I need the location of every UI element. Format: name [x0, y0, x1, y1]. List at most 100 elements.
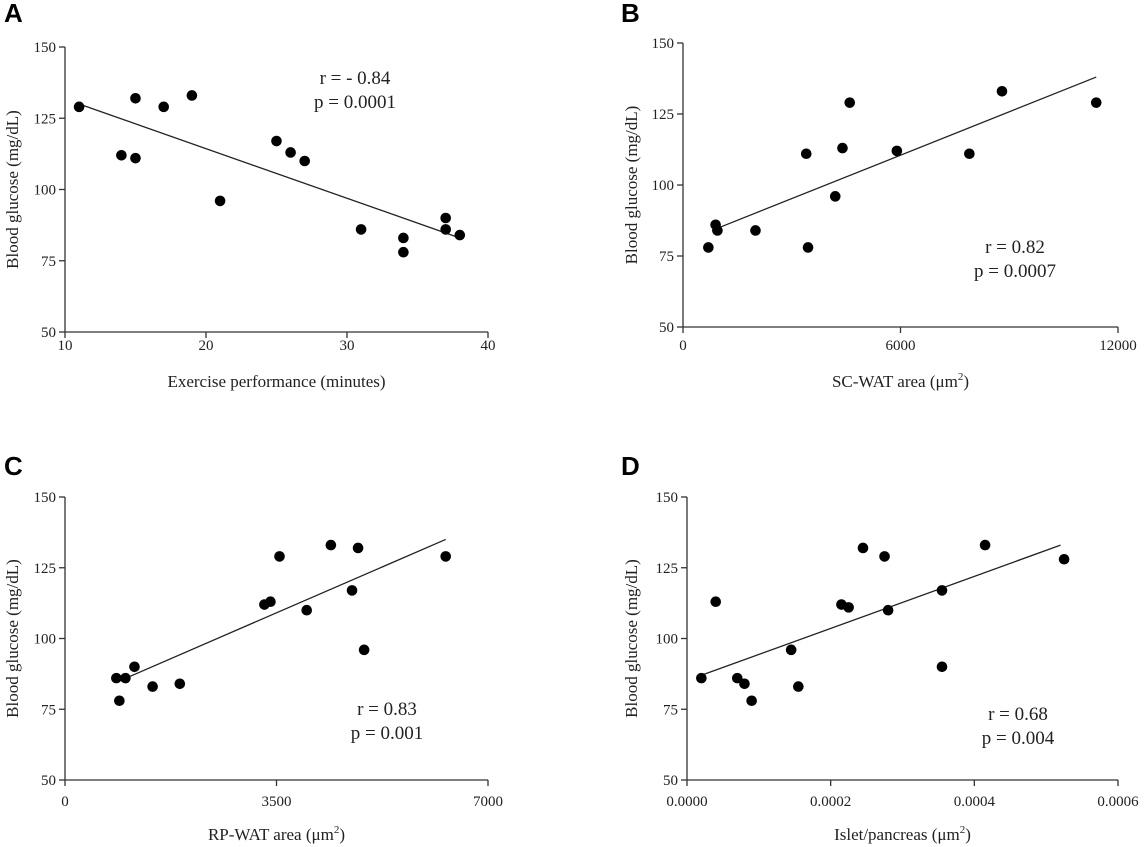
data-point	[731, 672, 743, 684]
x-axis-title-close: )	[965, 825, 971, 844]
data-point	[265, 596, 276, 608]
y-tick-label: 75	[663, 702, 678, 718]
data-point	[829, 191, 841, 202]
data-point	[837, 142, 848, 154]
data-point	[710, 596, 722, 608]
data-point	[746, 695, 757, 707]
p-value: p = 0.004	[982, 728, 1055, 749]
data-point	[440, 551, 452, 562]
panel-d: D 50 75 100 125 150 0.0000 0.0002 0.0004 0.0006 Is…	[621, 451, 1139, 844]
x-tick-label: 40	[481, 338, 496, 354]
x-axis-title-text: Islet/pancreas (μm	[834, 825, 960, 844]
x-axis-title-text: Exercise performance (minutes)	[167, 372, 385, 391]
data-point	[844, 97, 856, 108]
regression-line	[78, 103, 461, 239]
y-tick-label: 75	[41, 254, 56, 270]
data-point	[120, 672, 131, 684]
data-point	[130, 152, 141, 164]
data-point	[129, 661, 140, 673]
data-point	[882, 604, 894, 616]
panel-label: B	[621, 0, 640, 28]
correlation-r: r = 0.68	[988, 704, 1048, 725]
data-point	[130, 93, 141, 104]
regression-line	[701, 544, 1061, 676]
regression-line	[119, 538, 446, 682]
y-axis-title: Blood glucose (mg/dL)	[622, 559, 641, 718]
x-tick-label: 12000	[1099, 338, 1137, 354]
x-tick-label: 10	[58, 338, 73, 354]
y-tick-label: 75	[41, 702, 56, 718]
y-tick-label: 100	[34, 632, 57, 648]
y-tick-label: 50	[663, 773, 678, 789]
data-point	[802, 242, 814, 253]
data-point	[936, 585, 948, 596]
data-point	[964, 148, 975, 160]
y-tick-label: 100	[656, 632, 679, 648]
data-point	[440, 212, 452, 224]
x-tick-label: 0.0002	[810, 794, 851, 810]
panel-b: B 50 75 100 125 150 0 6000 12000 SC-WAT area (μm2…	[621, 0, 1137, 391]
data-point	[891, 145, 903, 157]
x-axis-title-text: SC-WAT area (μm	[832, 372, 958, 391]
y-axis-title: Blood glucose (mg/dL)	[3, 110, 22, 269]
x-axis-title: Islet/pancreas (μm2)	[834, 824, 971, 844]
y-tick-label: 50	[659, 320, 674, 336]
x-axis-title-superscript: 2	[958, 371, 964, 383]
x-tick-label: 30	[340, 338, 355, 354]
data-point	[398, 246, 409, 258]
x-axis-title: Exercise performance (minutes)	[167, 372, 385, 391]
correlation-r: r = 0.83	[357, 699, 417, 720]
data-point	[158, 101, 169, 113]
x-axis-title-close: )	[963, 372, 969, 391]
data-point	[174, 678, 186, 690]
data-point	[793, 681, 804, 692]
y-tick-label: 100	[652, 178, 675, 194]
data-point	[111, 672, 122, 684]
x-tick-label: 3500	[262, 794, 292, 810]
y-tick-label: 50	[41, 773, 56, 789]
data-point	[843, 602, 854, 613]
data-point	[355, 224, 367, 235]
data-point	[301, 604, 313, 616]
data-point	[750, 225, 761, 236]
data-point	[325, 539, 337, 551]
data-point	[800, 148, 812, 160]
data-point	[346, 585, 358, 596]
data-point	[1090, 97, 1102, 108]
correlation-r: r = - 0.84	[320, 68, 391, 89]
data-point	[214, 195, 226, 207]
y-tick-label: 50	[41, 325, 56, 341]
panel-label: A	[4, 0, 23, 28]
y-tick-label: 150	[34, 490, 57, 506]
x-axis-title-text: RP-WAT area (μm	[208, 825, 334, 844]
y-tick-label: 150	[34, 40, 57, 56]
data-point	[440, 224, 452, 235]
data-point	[857, 542, 869, 554]
data-point	[739, 678, 750, 690]
data-point	[114, 695, 125, 707]
data-point	[358, 644, 370, 656]
x-tick-label: 7000	[473, 794, 503, 810]
p-value: p = 0.0001	[314, 92, 396, 113]
x-tick-label: 0	[679, 338, 687, 354]
correlation-r: r = 0.82	[985, 237, 1045, 258]
x-axis-title-close: )	[339, 825, 345, 844]
y-tick-label: 125	[34, 111, 57, 127]
data-point	[299, 155, 311, 167]
x-axis-title-superscript: 2	[960, 824, 966, 836]
data-point	[785, 644, 797, 656]
data-point	[274, 551, 285, 562]
y-axis-title: Blood glucose (mg/dL)	[622, 106, 641, 265]
p-value: p = 0.0007	[974, 261, 1056, 282]
y-tick-label: 125	[652, 107, 675, 123]
data-point	[703, 242, 714, 253]
x-tick-label: 0.0006	[1097, 794, 1139, 810]
panel-label: C	[4, 451, 23, 481]
x-tick-label: 20	[199, 338, 214, 354]
data-point	[936, 661, 948, 673]
data-point	[116, 150, 127, 161]
data-point	[398, 232, 409, 244]
data-point	[979, 539, 991, 551]
data-point	[186, 90, 198, 101]
